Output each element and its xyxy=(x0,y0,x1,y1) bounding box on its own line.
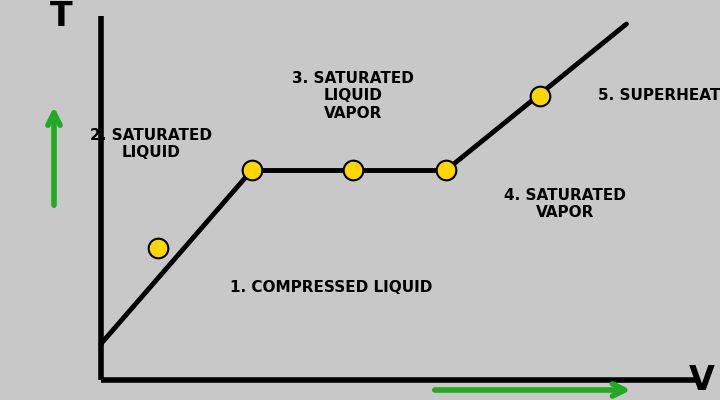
Point xyxy=(153,245,164,251)
Point xyxy=(534,93,546,99)
Text: 2. SATURATED
LIQUID: 2. SATURATED LIQUID xyxy=(90,128,212,160)
Text: 3. SATURATED
LIQUID
VAPOR: 3. SATURATED LIQUID VAPOR xyxy=(292,71,414,121)
Text: V: V xyxy=(689,364,715,396)
Point xyxy=(441,167,452,173)
Text: 1. COMPRESSED LIQUID: 1. COMPRESSED LIQUID xyxy=(230,280,433,296)
Text: 4. SATURATED
VAPOR: 4. SATURATED VAPOR xyxy=(504,188,626,220)
Text: 5. SUPERHEATED: 5. SUPERHEATED xyxy=(598,88,720,104)
Text: T: T xyxy=(50,0,73,32)
Point xyxy=(347,167,359,173)
Point xyxy=(246,167,258,173)
